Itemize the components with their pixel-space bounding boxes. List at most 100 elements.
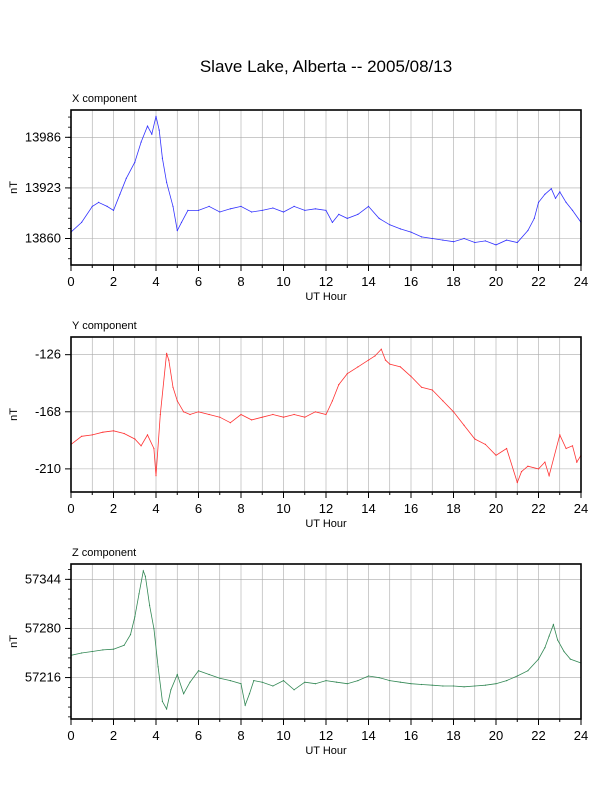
data-point — [374, 355, 376, 357]
data-point — [557, 639, 559, 641]
data-point — [389, 363, 391, 365]
x-tick-label: 12 — [319, 274, 333, 289]
data-point — [172, 386, 174, 388]
y-tick-label: 13923 — [25, 180, 61, 195]
data-point — [240, 683, 242, 685]
data-point — [123, 432, 125, 435]
data-point — [367, 205, 370, 207]
x-axis-label: UT Hour — [305, 745, 347, 757]
data-point — [170, 689, 172, 691]
x-tick-label: 24 — [574, 274, 588, 289]
data-point — [474, 241, 476, 244]
y-tick-label: -210 — [35, 461, 61, 476]
data-point — [410, 231, 412, 233]
x-tick-label: 16 — [404, 728, 418, 743]
x-tick-label: 20 — [489, 501, 503, 516]
data-point — [134, 616, 136, 618]
data-point — [189, 413, 191, 416]
data-point — [282, 211, 285, 213]
data-point — [314, 208, 316, 210]
data-point — [516, 241, 518, 244]
x-tick-label: 20 — [489, 728, 503, 743]
data-point — [463, 424, 465, 426]
x-tick-label: 22 — [531, 274, 545, 289]
data-point — [91, 205, 93, 207]
x-tick-label: 2 — [110, 274, 117, 289]
data-point — [565, 447, 567, 450]
data-point — [208, 413, 210, 416]
panel-label: X component — [72, 93, 137, 105]
data-point — [251, 419, 253, 421]
data-point — [442, 685, 444, 687]
data-point — [157, 666, 159, 668]
data-point — [183, 411, 185, 413]
data-point — [378, 217, 380, 219]
x-tick-label: 8 — [237, 501, 244, 516]
data-point — [389, 224, 391, 226]
data-point — [576, 461, 578, 463]
data-point — [484, 684, 486, 686]
x-tick-label: 10 — [276, 274, 290, 289]
data-point — [442, 400, 444, 402]
data-point — [550, 188, 552, 190]
data-point — [219, 416, 221, 418]
x-tick-label: 14 — [361, 274, 375, 289]
data-point — [367, 675, 370, 677]
data-point — [138, 593, 140, 595]
data-point — [125, 177, 127, 179]
data-point — [544, 461, 546, 463]
data-point — [554, 197, 557, 199]
data-point — [158, 129, 160, 131]
data-point — [325, 413, 327, 416]
data-point — [251, 211, 253, 213]
x-tick-label: 4 — [152, 501, 159, 516]
x-tick-label: 18 — [446, 728, 460, 743]
x-tick-label: 4 — [152, 728, 159, 743]
x-tick-label: 24 — [574, 728, 588, 743]
data-point — [155, 115, 157, 117]
x-tick-label: 10 — [276, 501, 290, 516]
data-point — [180, 221, 183, 223]
data-point — [197, 411, 200, 413]
data-point — [112, 430, 115, 432]
data-point — [261, 416, 263, 418]
data-point — [155, 475, 157, 477]
x-tick-label: 0 — [67, 728, 74, 743]
data-point — [336, 681, 338, 683]
data-point — [431, 684, 433, 686]
data-point — [346, 217, 348, 219]
data-point — [325, 209, 327, 211]
data-point — [240, 205, 242, 207]
x-tick-label: 18 — [446, 274, 460, 289]
data-point — [166, 181, 168, 183]
data-point — [357, 366, 359, 368]
data-point — [229, 680, 231, 682]
data-point — [197, 670, 200, 672]
data-point — [527, 670, 529, 672]
data-point — [293, 689, 295, 691]
data-point — [91, 434, 93, 436]
data-point — [527, 465, 529, 467]
data-point — [410, 683, 412, 685]
y-axis-label: nT — [8, 408, 20, 421]
data-point — [134, 161, 136, 163]
data-point — [81, 221, 83, 223]
data-point — [261, 681, 263, 683]
panel-label: Y component — [72, 320, 137, 332]
data-point — [346, 373, 348, 375]
data-point — [240, 413, 242, 416]
x-tick-label: 6 — [195, 501, 202, 516]
data-point — [272, 413, 274, 416]
data-point — [452, 411, 455, 413]
data-point — [516, 675, 518, 677]
data-point — [112, 648, 115, 650]
y-axis-label: nT — [8, 635, 20, 648]
page-title: Slave Lake, Alberta -- 2005/08/13 — [199, 57, 453, 76]
data-point — [544, 193, 546, 195]
data-point — [153, 447, 155, 450]
data-point — [140, 141, 142, 143]
series-line — [70, 348, 582, 484]
y-tick-label: 13986 — [25, 129, 61, 144]
